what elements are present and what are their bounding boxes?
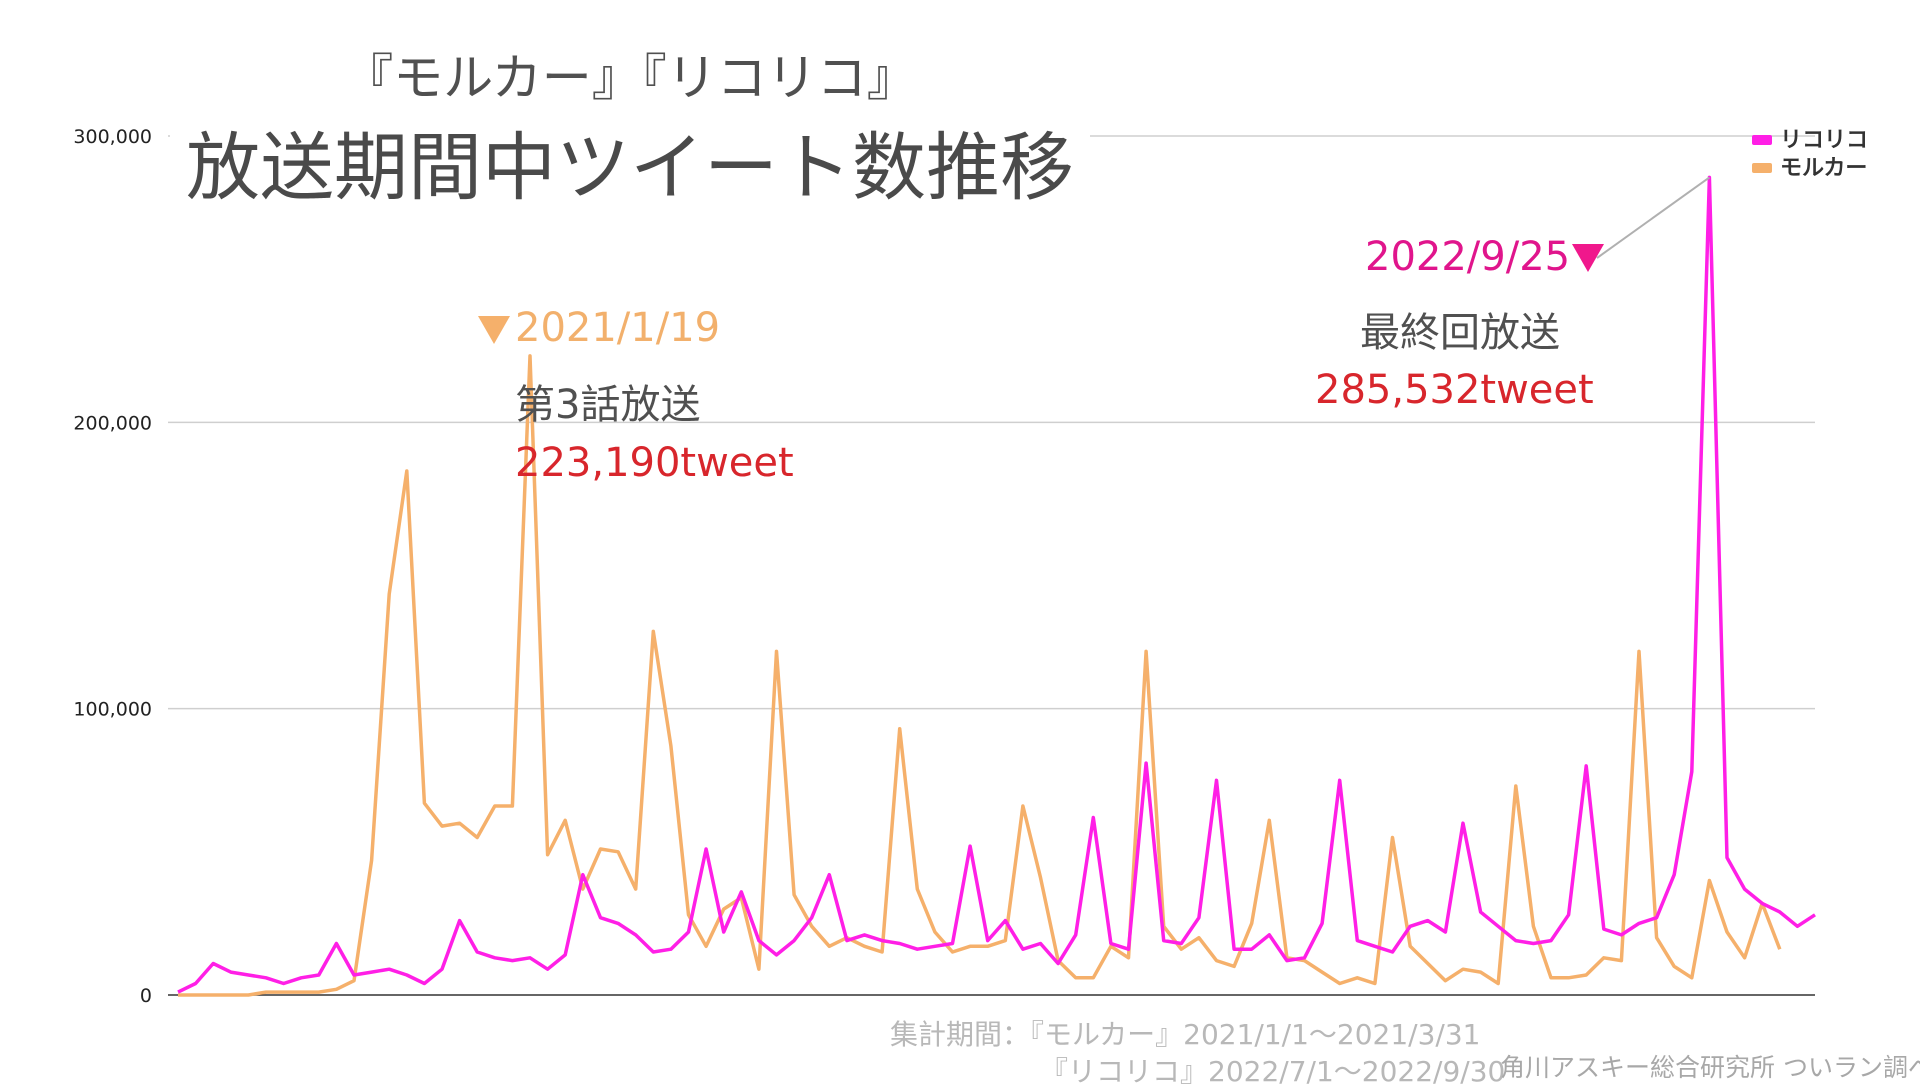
legend-swatch-lycoris	[1752, 135, 1772, 145]
y-tick-label: 0	[140, 985, 152, 1007]
annotation-2-marker	[1572, 244, 1604, 272]
series-lines	[177, 175, 1816, 997]
legend-label-molcar: モルカー	[1780, 156, 1868, 181]
annotation-1-episode: 第3話放送	[515, 382, 701, 428]
annotation-1-marker	[478, 316, 510, 344]
annotation-1-date: 2021/1/19	[515, 305, 721, 351]
y-tick-label: 100,000	[73, 699, 152, 721]
legend-label-lycoris: リコリコ	[1780, 128, 1869, 153]
series-line-1	[178, 354, 1782, 997]
period-line-1: 集計期間：『モルカー』2021/1/1〜2021/3/31	[890, 1018, 1481, 1051]
y-tick-label: 200,000	[73, 412, 152, 434]
series-line-0	[177, 175, 1816, 994]
annotation-2-value: 285,532tweet	[1315, 367, 1594, 413]
annotation-1-value: 223,190tweet	[515, 440, 794, 486]
annotation-2-date: 2022/9/25	[1365, 234, 1571, 280]
period-line-2: 『リコリコ』2022/7/1〜2022/9/30	[1040, 1055, 1506, 1088]
y-axis-ticks: 0 100,000 200,000 300,000	[73, 126, 152, 1007]
y-tick-label: 300,000	[73, 126, 152, 148]
peak-leader-line	[1596, 176, 1710, 259]
annotation-markers	[478, 176, 1710, 344]
chart-title: 『モルカー』『リコリコ』	[343, 49, 917, 107]
legend-swatch-molcar	[1752, 163, 1772, 173]
annotation-2-episode: 最終回放送	[1360, 310, 1560, 356]
chart-subtitle: 放送期間中ツイート数推移	[0, 108, 1590, 215]
source-credit: 角川アスキー総合研究所 ついラン調べ	[1500, 1053, 1920, 1082]
